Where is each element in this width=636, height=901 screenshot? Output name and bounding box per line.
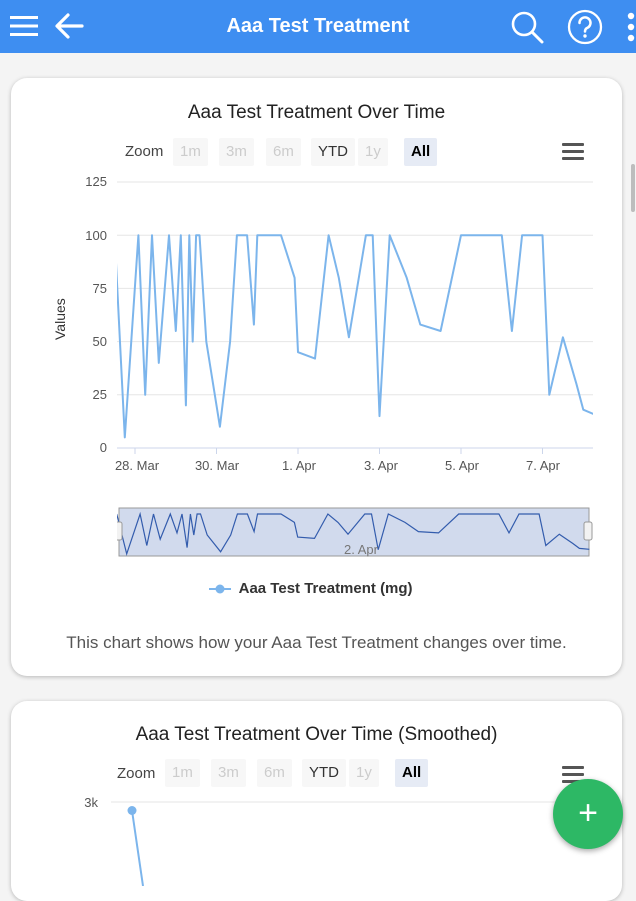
zoom-label: Zoom [125, 143, 163, 160]
navigator-date-label: 2. Apr [344, 542, 378, 557]
zoom-1m-button[interactable]: 1m [165, 759, 200, 787]
chart-caption: This chart shows how your Aaa Test Treat… [11, 633, 622, 653]
x-tick: 3. Apr [346, 458, 416, 473]
zoom-1m-button[interactable]: 1m [173, 138, 208, 166]
x-tick: 28. Mar [102, 458, 172, 473]
zoom-1y-button[interactable]: 1y [349, 759, 379, 787]
zoom-ytd-button[interactable]: YTD [302, 759, 346, 787]
x-tick: 7. Apr [508, 458, 578, 473]
search-icon[interactable] [510, 10, 544, 49]
y-tick: 75 [67, 281, 107, 296]
chart-card: Aaa Test Treatment Over Time Zoom 1m 3m … [11, 78, 622, 676]
chart-title: Aaa Test Treatment Over Time [11, 102, 622, 124]
navigator-right-handle[interactable] [584, 522, 592, 540]
x-tick: 1. Apr [264, 458, 334, 473]
zoom-3m-button[interactable]: 3m [219, 138, 254, 166]
series-line[interactable] [117, 235, 593, 437]
legend-label: Aaa Test Treatment (mg) [239, 580, 413, 597]
smoothed-chart-plot-area[interactable] [111, 796, 601, 886]
chart-export-menu-icon[interactable] [562, 142, 584, 167]
more-vertical-icon[interactable] [626, 12, 636, 47]
y-tick: 100 [67, 228, 107, 243]
add-fab-button[interactable]: + [553, 779, 623, 849]
zoom-all-button[interactable]: All [404, 138, 437, 166]
y-tick: 3k [58, 795, 98, 810]
legend-item[interactable]: Aaa Test Treatment (mg) [209, 580, 413, 597]
app-header: Aaa Test Treatment [0, 0, 636, 53]
zoom-all-button[interactable]: All [395, 759, 428, 787]
y-tick: 0 [67, 440, 107, 455]
chart-title: Aaa Test Treatment Over Time (Smoothed) [11, 724, 622, 746]
navigator-left-handle[interactable] [117, 522, 122, 540]
scrollbar-thumb[interactable] [631, 164, 635, 212]
x-tick: 30. Mar [182, 458, 252, 473]
zoom-label: Zoom [117, 765, 155, 782]
zoom-1y-button[interactable]: 1y [358, 138, 388, 166]
smoothed-chart-card: Aaa Test Treatment Over Time (Smoothed) … [11, 701, 622, 901]
y-axis-label: Values [52, 298, 68, 340]
help-icon[interactable] [567, 9, 603, 50]
y-tick: 50 [67, 334, 107, 349]
zoom-ytd-button[interactable]: YTD [311, 138, 355, 166]
series-line[interactable] [132, 811, 143, 887]
zoom-6m-button[interactable]: 6m [266, 138, 301, 166]
zoom-3m-button[interactable]: 3m [211, 759, 246, 787]
chart-plot-area[interactable] [117, 178, 593, 458]
data-point [128, 806, 137, 815]
y-tick: 25 [67, 387, 107, 402]
zoom-6m-button[interactable]: 6m [257, 759, 292, 787]
y-tick: 125 [67, 174, 107, 189]
plus-icon: + [578, 794, 598, 832]
x-tick: 5. Apr [427, 458, 497, 473]
legend-marker-icon [209, 583, 231, 595]
